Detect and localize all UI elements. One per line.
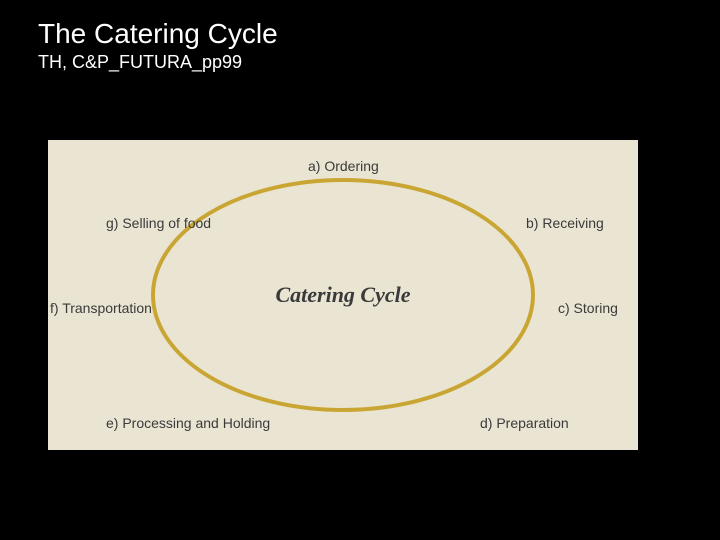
stage-e-processing: e) Processing and Holding xyxy=(106,415,270,431)
page-subtitle: TH, C&P_FUTURA_pp99 xyxy=(38,52,720,73)
header: The Catering Cycle TH, C&P_FUTURA_pp99 xyxy=(0,0,720,73)
stage-b-receiving: b) Receiving xyxy=(526,215,604,231)
stage-f-transportation: f) Transportation xyxy=(50,300,152,316)
stage-d-preparation: d) Preparation xyxy=(480,415,569,431)
catering-cycle-diagram: Catering Cycle a) Ordering b) Receiving … xyxy=(48,140,638,450)
cycle-center-label: Catering Cycle xyxy=(275,282,410,308)
stage-g-selling: g) Selling of food xyxy=(106,215,211,231)
page-title: The Catering Cycle xyxy=(38,18,720,50)
stage-c-storing: c) Storing xyxy=(558,300,618,316)
stage-a-ordering: a) Ordering xyxy=(308,158,379,174)
